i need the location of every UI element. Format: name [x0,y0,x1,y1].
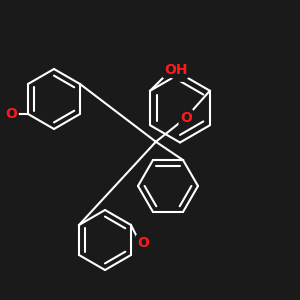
Text: O: O [137,236,149,250]
Text: N: N [174,67,186,80]
Text: O: O [180,111,192,125]
Text: O: O [6,107,17,121]
Text: OH: OH [164,63,188,77]
